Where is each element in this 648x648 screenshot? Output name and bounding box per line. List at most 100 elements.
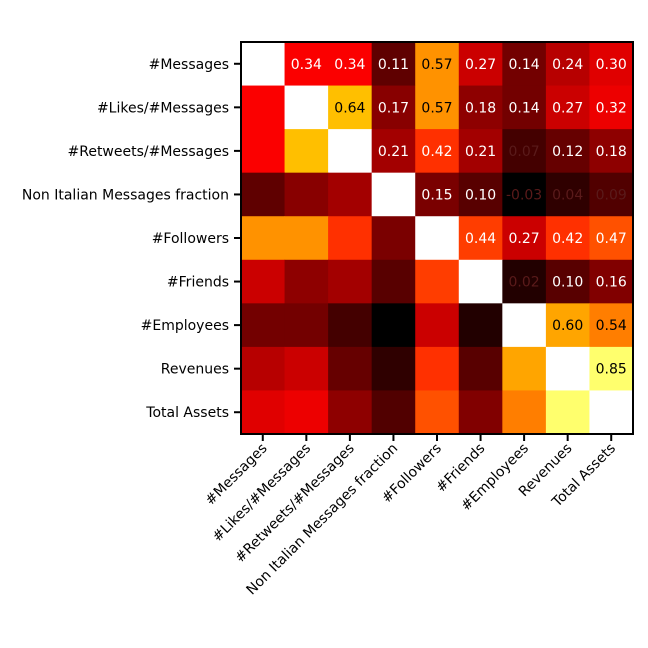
heatmap-cell xyxy=(458,129,503,174)
cell-value-label: 0.32 xyxy=(596,100,627,116)
heatmap-cell xyxy=(328,259,373,304)
heatmap-cell xyxy=(328,129,373,174)
cell-value-label: 0.27 xyxy=(509,231,540,247)
heatmap-cell xyxy=(589,172,634,217)
heatmap-cell xyxy=(371,172,416,217)
heatmap-cell xyxy=(241,259,286,304)
cell-value-label: 0.42 xyxy=(421,144,452,160)
cell-value-label: 0.85 xyxy=(596,362,627,378)
y-tick-label: #Likes/#Messages xyxy=(97,100,229,116)
heatmap-cell xyxy=(502,259,547,304)
cell-value-label: 0.12 xyxy=(552,144,583,160)
heatmap-cell xyxy=(589,129,634,174)
heatmap-cell xyxy=(415,390,460,435)
heatmap-cell xyxy=(284,216,329,261)
heatmap-cell xyxy=(371,259,416,304)
cell-value-label: 0.14 xyxy=(509,100,540,116)
heatmap-cell xyxy=(545,129,590,174)
heatmap-cell xyxy=(415,42,460,87)
heatmap-cell xyxy=(284,390,329,435)
cell-value-label: 0.24 xyxy=(552,57,583,73)
cell-value-label: -0.03 xyxy=(506,187,542,203)
heatmap-cell xyxy=(589,85,634,130)
heatmap-cell xyxy=(415,172,460,217)
heatmap-cell xyxy=(328,85,373,130)
heatmap-cell-labels: 0.34 0.34 0.11 0.57 0.27 0.14 0.24 0.30 0.64 0.17… xyxy=(291,57,627,378)
cell-value-label: 0.07 xyxy=(509,144,540,160)
heatmap-cell xyxy=(371,390,416,435)
cell-value-label: 0.18 xyxy=(465,100,496,116)
heatmap-cell xyxy=(328,303,373,348)
heatmap-cell xyxy=(284,42,329,87)
heatmap-cell xyxy=(545,216,590,261)
heatmap-cell xyxy=(502,346,547,391)
cell-value-label: 0.11 xyxy=(378,57,409,73)
cell-value-label: 0.16 xyxy=(596,275,627,291)
y-tick-label: Non Italian Messages fraction xyxy=(22,187,229,203)
cell-value-label: 0.57 xyxy=(421,100,452,116)
y-tick-label: #Employees xyxy=(141,318,229,334)
cell-value-label: 0.27 xyxy=(552,100,583,116)
heatmap-cell xyxy=(458,390,503,435)
cell-value-label: 0.09 xyxy=(596,187,627,203)
heatmap-cell xyxy=(328,42,373,87)
heatmap-cell xyxy=(241,303,286,348)
y-tick-label: #Messages xyxy=(149,57,229,73)
cell-value-label: 0.21 xyxy=(465,144,496,160)
cell-value-label: 0.54 xyxy=(596,318,627,334)
y-tick-label: #Followers xyxy=(152,231,229,247)
heatmap-cell xyxy=(589,303,634,348)
heatmap-cell xyxy=(502,303,547,348)
heatmap-cell xyxy=(284,129,329,174)
heatmap-cell xyxy=(458,172,503,217)
heatmap-cell xyxy=(545,303,590,348)
heatmap-cell xyxy=(545,172,590,217)
heatmap-cell xyxy=(284,85,329,130)
heatmap-cell xyxy=(284,346,329,391)
heatmap-cell xyxy=(458,216,503,261)
heatmap-cell xyxy=(371,303,416,348)
heatmap-cell xyxy=(328,172,373,217)
cell-value-label: 0.18 xyxy=(596,144,627,160)
heatmap-cell xyxy=(328,390,373,435)
cell-value-label: 0.64 xyxy=(334,100,365,116)
cell-value-label: 0.47 xyxy=(596,231,627,247)
cell-value-label: 0.10 xyxy=(552,275,583,291)
heatmap-cell xyxy=(241,346,286,391)
cell-value-label: 0.14 xyxy=(509,57,540,73)
heatmap-cell xyxy=(241,390,286,435)
heatmap-cell xyxy=(371,42,416,87)
cell-value-label: 0.15 xyxy=(421,187,452,203)
cell-value-label: 0.02 xyxy=(509,275,540,291)
cell-value-label: 0.44 xyxy=(465,231,496,247)
heatmap-cell xyxy=(241,85,286,130)
heatmap-cell xyxy=(371,85,416,130)
heatmap-cell xyxy=(545,390,590,435)
cell-value-label: 0.57 xyxy=(421,57,452,73)
cell-value-label: 0.10 xyxy=(465,187,496,203)
cell-value-label: 0.42 xyxy=(552,231,583,247)
heatmap-cell xyxy=(589,259,634,304)
cell-value-label: 0.21 xyxy=(378,144,409,160)
heatmap-cell xyxy=(284,303,329,348)
heatmap-cell xyxy=(502,85,547,130)
cell-value-label: 0.60 xyxy=(552,318,583,334)
heatmap-cell xyxy=(241,129,286,174)
heatmap-cell xyxy=(415,85,460,130)
heatmap-cell xyxy=(415,346,460,391)
cell-value-label: 0.17 xyxy=(378,100,409,116)
heatmap-cell xyxy=(545,346,590,391)
y-tick-label: #Friends xyxy=(167,275,229,291)
heatmap-cell xyxy=(328,346,373,391)
heatmap-cell xyxy=(241,216,286,261)
heatmap-cell xyxy=(589,42,634,87)
heatmap-cell xyxy=(502,172,547,217)
heatmap-cell xyxy=(545,259,590,304)
heatmap-cell xyxy=(458,42,503,87)
heatmap-cell xyxy=(502,216,547,261)
heatmap-cell xyxy=(415,216,460,261)
heatmap-cell xyxy=(415,303,460,348)
heatmap-cell xyxy=(458,85,503,130)
heatmap-cell xyxy=(545,85,590,130)
